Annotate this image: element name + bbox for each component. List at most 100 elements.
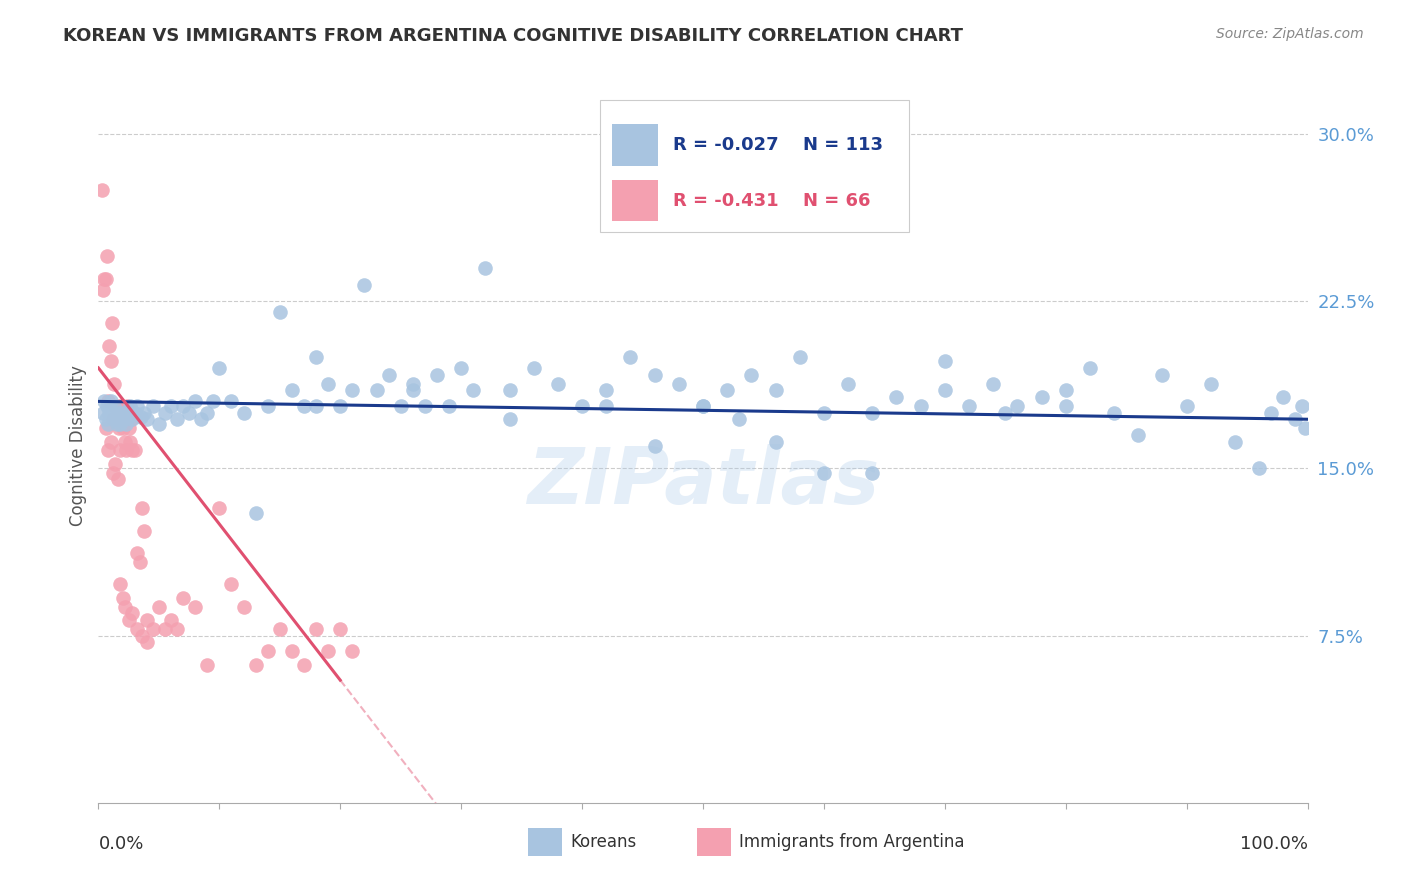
Point	[789, 350, 811, 364]
Point	[190, 412, 212, 426]
Point	[402, 376, 425, 391]
Point	[1078, 360, 1101, 375]
Point	[105, 412, 128, 426]
Point	[402, 384, 425, 398]
Point	[105, 417, 128, 431]
Point	[127, 546, 149, 560]
Point	[107, 405, 129, 419]
Point	[221, 577, 243, 591]
Bar	[697, 828, 731, 856]
Point	[124, 443, 146, 458]
Point	[934, 384, 956, 398]
Point	[118, 399, 141, 413]
Text: KOREAN VS IMMIGRANTS FROM ARGENTINA COGNITIVE DISABILITY CORRELATION CHART: KOREAN VS IMMIGRANTS FROM ARGENTINA COGN…	[63, 27, 963, 45]
Point	[114, 434, 136, 449]
Point	[111, 421, 134, 435]
Point	[981, 376, 1004, 391]
Text: Immigrants from Argentina: Immigrants from Argentina	[740, 833, 965, 851]
Point	[110, 399, 132, 413]
Point	[437, 399, 460, 413]
Point	[1199, 376, 1222, 391]
Point	[118, 421, 141, 435]
Point	[1031, 390, 1053, 404]
Point	[463, 384, 485, 398]
Point	[281, 384, 304, 398]
Point	[498, 412, 520, 426]
Point	[124, 405, 146, 419]
Point	[108, 421, 131, 435]
Point	[644, 368, 666, 382]
Point	[111, 409, 134, 424]
Point	[256, 399, 278, 413]
Point	[1249, 461, 1271, 475]
Point	[127, 622, 149, 636]
Point	[292, 399, 315, 413]
Point	[142, 622, 165, 636]
Point	[108, 412, 131, 426]
Point	[1152, 368, 1174, 382]
Point	[1272, 390, 1295, 404]
Text: R = -0.431: R = -0.431	[672, 192, 779, 210]
Point	[166, 412, 188, 426]
Point	[148, 599, 170, 614]
Point	[108, 443, 131, 458]
Point	[110, 405, 132, 419]
Point	[547, 376, 569, 391]
Point	[860, 405, 883, 419]
Point	[595, 399, 617, 413]
Y-axis label: Cognitive Disability: Cognitive Disability	[69, 366, 87, 526]
Point	[523, 360, 546, 375]
Point	[1102, 405, 1125, 419]
Text: N = 66: N = 66	[803, 192, 870, 210]
Point	[342, 384, 364, 398]
Point	[179, 405, 201, 419]
Point	[103, 399, 125, 413]
Point	[316, 376, 339, 391]
Point	[142, 399, 165, 413]
Point	[97, 394, 120, 409]
Point	[474, 260, 496, 275]
Point	[111, 591, 134, 605]
Point	[101, 412, 124, 426]
Text: ZIPatlas: ZIPatlas	[527, 443, 879, 520]
Text: Koreans: Koreans	[569, 833, 637, 851]
Point	[114, 599, 136, 614]
Point	[98, 405, 121, 419]
Point	[101, 405, 124, 419]
Point	[118, 613, 141, 627]
Point	[104, 457, 127, 471]
Point	[1223, 434, 1246, 449]
Point	[100, 409, 122, 424]
Point	[366, 384, 388, 398]
Point	[129, 409, 152, 424]
Point	[97, 417, 120, 431]
Point	[305, 622, 328, 636]
Point	[292, 657, 315, 672]
Point	[115, 443, 138, 458]
Point	[117, 399, 139, 413]
Point	[107, 399, 129, 413]
Point	[108, 417, 131, 431]
Point	[305, 399, 328, 413]
Point	[114, 412, 136, 426]
Point	[1054, 399, 1077, 413]
Point	[101, 466, 124, 480]
Point	[94, 421, 117, 435]
Bar	[613, 124, 658, 166]
Point	[134, 405, 156, 419]
Point	[153, 405, 176, 419]
Point	[131, 628, 153, 642]
Point	[426, 368, 449, 382]
Point	[837, 376, 859, 391]
Point	[813, 466, 835, 480]
Point	[245, 657, 267, 672]
Point	[389, 399, 412, 413]
Point	[1294, 421, 1316, 435]
Text: 100.0%: 100.0%	[1240, 835, 1308, 853]
Point	[104, 412, 127, 426]
Point	[93, 271, 115, 285]
Point	[256, 644, 278, 658]
Point	[135, 412, 157, 426]
Point	[121, 443, 143, 458]
Point	[172, 399, 194, 413]
